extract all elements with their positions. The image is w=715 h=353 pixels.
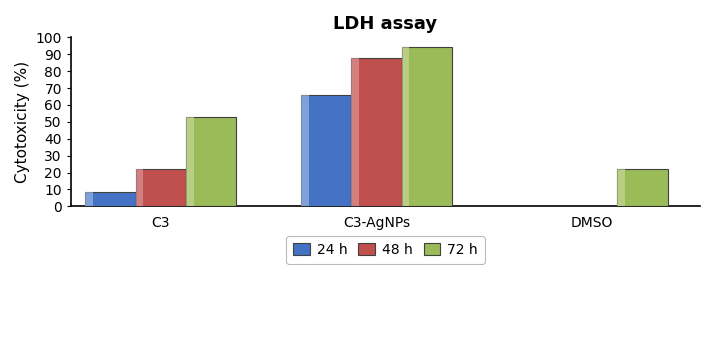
Bar [351,58,359,207]
Bar [186,117,194,207]
Bar [136,169,186,207]
Bar [85,192,136,207]
Bar [402,47,409,207]
Bar [85,192,93,207]
Bar [301,95,309,207]
Bar [617,169,625,207]
Bar [301,95,351,207]
Bar [136,169,143,207]
Bar [402,47,452,207]
Y-axis label: Cytotoxicity (%): Cytotoxicity (%) [15,61,30,183]
Bar [186,117,236,207]
Bar [617,169,668,207]
Legend: 24 h, 48 h, 72 h: 24 h, 48 h, 72 h [286,236,485,264]
Title: LDH assay: LDH assay [333,15,438,33]
Bar [351,58,402,207]
